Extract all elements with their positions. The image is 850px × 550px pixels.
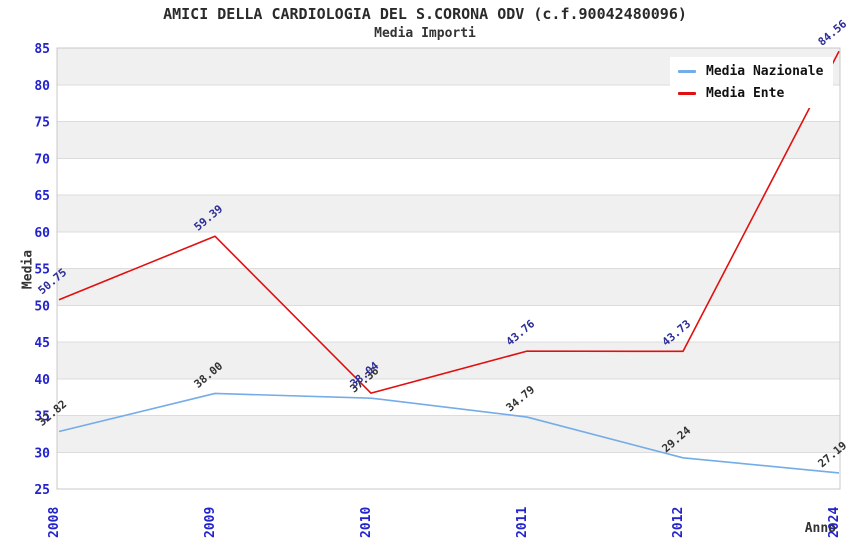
plot-border: [56, 47, 841, 490]
y-tick-label: 75: [34, 116, 50, 131]
legend: Media Nazionale Media Ente: [670, 57, 834, 108]
x-tick-label: 2009: [203, 507, 218, 538]
x-tick-label: 2011: [515, 507, 530, 538]
y-tick-label: 30: [34, 446, 50, 461]
x-tick-label: 2024: [827, 507, 842, 538]
x-tick-label: 2008: [47, 507, 62, 538]
point-label: 84.56: [816, 17, 850, 48]
y-tick-label: 70: [34, 152, 50, 167]
plot-band: [57, 342, 840, 379]
y-tick-label: 25: [34, 483, 50, 498]
plot-band: [57, 195, 840, 232]
y-tick-label: 65: [34, 189, 50, 204]
point-label: 34.79: [504, 383, 538, 414]
y-tick-label: 55: [34, 263, 50, 278]
x-tick-label: 2010: [359, 507, 374, 538]
y-tick-label: 40: [34, 373, 50, 388]
x-axis-title: Anno: [804, 521, 836, 536]
legend-line-swatch-icon: [678, 70, 696, 73]
series-line-media-ente: [58, 50, 840, 394]
legend-item-media-ente: Media Ente: [678, 86, 823, 101]
y-axis-title: Media: [20, 249, 36, 290]
y-tick-label: 85: [34, 42, 50, 57]
legend-item-media-nazionale: Media Nazionale: [678, 64, 823, 79]
plot-band: [57, 121, 840, 159]
legend-label: Media Nazionale: [706, 64, 824, 79]
legend-line-swatch-icon: [678, 92, 696, 95]
series-line-media-nazionale: [58, 392, 840, 474]
chart-subtitle: Media Importi: [374, 26, 476, 41]
plot-band: [57, 415, 840, 453]
chart-title: AMICI DELLA CARDIOLOGIA DEL S.CORONA ODV…: [163, 5, 687, 23]
y-tick-label: 60: [34, 226, 50, 241]
y-tick-label: 50: [34, 299, 50, 314]
legend-label: Media Ente: [706, 86, 785, 101]
y-tick-label: 35: [34, 410, 50, 425]
x-tick-label: 2012: [671, 507, 686, 538]
y-tick-label: 45: [34, 336, 50, 351]
y-tick-label: 80: [34, 79, 50, 94]
